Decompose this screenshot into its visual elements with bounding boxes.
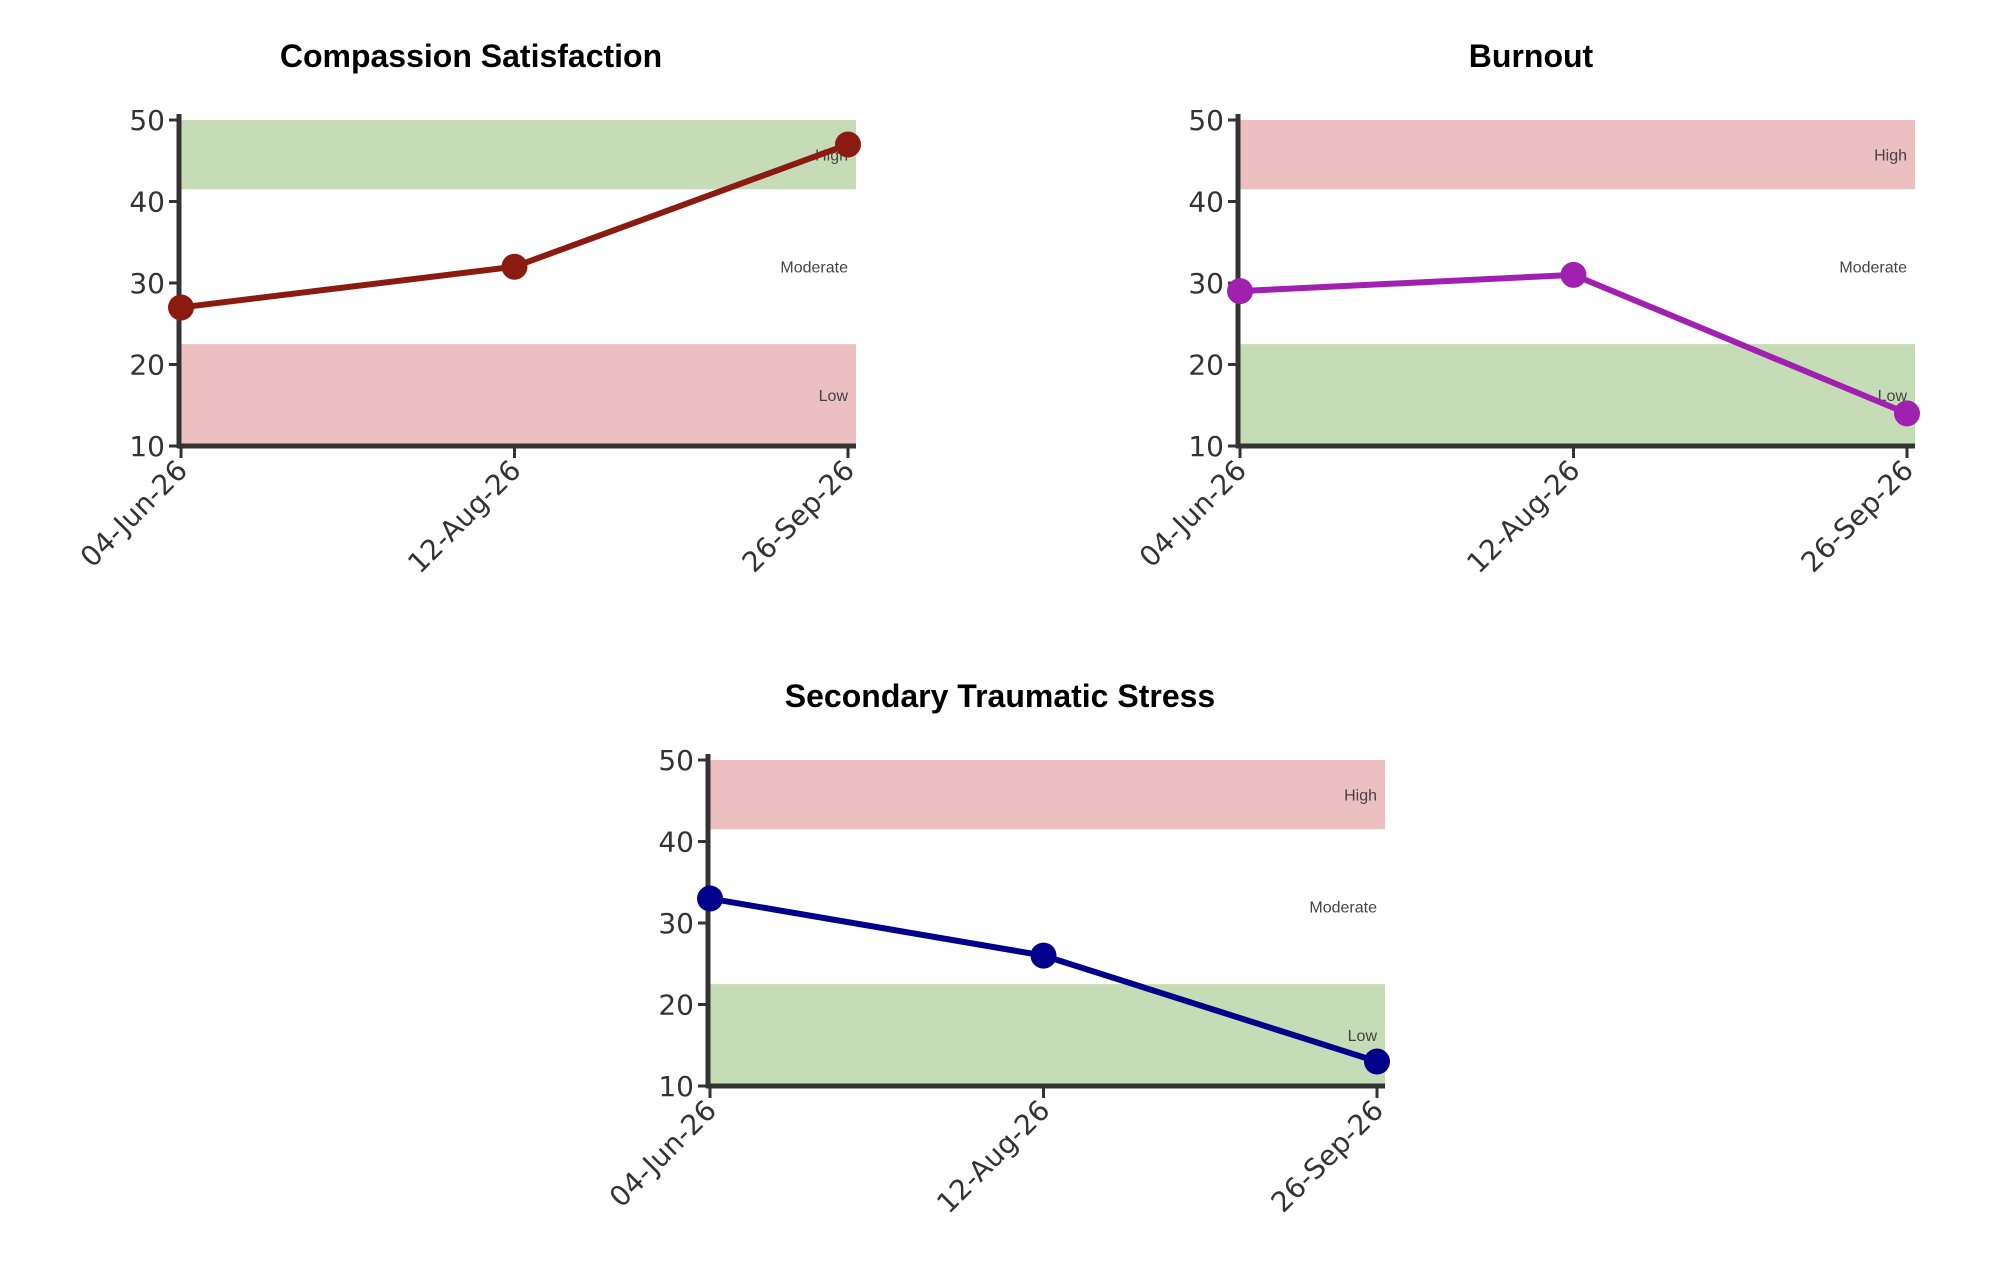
- data-point: [501, 253, 528, 280]
- band-label-low: Low: [1348, 1028, 1378, 1045]
- data-point: [1560, 261, 1587, 288]
- y-tick-label: 50: [129, 104, 165, 137]
- band-label-low: Low: [819, 388, 849, 405]
- y-tick-label: 30: [1188, 267, 1224, 300]
- band-label-moderate: Moderate: [780, 260, 848, 277]
- band-label-high: High: [1874, 148, 1907, 165]
- band-high: [1240, 120, 1915, 190]
- y-tick-label: 30: [129, 267, 165, 300]
- y-tick-label: 40: [658, 826, 694, 859]
- band-label-moderate: Moderate: [1839, 260, 1907, 277]
- band-label-low: Low: [1878, 388, 1908, 405]
- band-low: [710, 984, 1385, 1086]
- y-tick-label: 30: [658, 907, 694, 940]
- band-label-moderate: Moderate: [1309, 900, 1377, 917]
- x-tick-label: 04-Jun-26: [603, 1094, 723, 1214]
- chart-title: Secondary Traumatic Stress: [785, 678, 1215, 714]
- band-label-high: High: [1344, 788, 1377, 805]
- x-tick-label: 26-Sep-26: [1265, 1094, 1390, 1219]
- chart-compassion-satisfaction: Compassion Satisfaction HighModerateLow1…: [74, 38, 861, 580]
- x-tick-label: 12-Aug-26: [930, 1094, 1056, 1220]
- band-low: [181, 344, 856, 446]
- chart-title: Burnout: [1469, 38, 1594, 74]
- y-tick-label: 40: [1188, 186, 1224, 219]
- y-tick-label: 40: [129, 186, 165, 219]
- chart-secondary-traumatic-stress: Secondary Traumatic Stress High Moderate L…: [603, 678, 1390, 1220]
- data-point: [835, 131, 861, 158]
- y-tick-label: 20: [1188, 349, 1224, 382]
- y-tick-label: 10: [1188, 430, 1224, 463]
- band-high: [181, 120, 856, 190]
- y-tick-label: 50: [1188, 104, 1224, 137]
- data-point: [1364, 1048, 1390, 1075]
- x-tick-label: 12-Aug-26: [401, 454, 527, 580]
- y-tick-label: 20: [658, 989, 694, 1022]
- band-low: [1240, 344, 1915, 446]
- y-tick-label: 50: [658, 744, 694, 777]
- x-tick-label: 04-Jun-26: [1133, 454, 1253, 574]
- data-point: [697, 885, 723, 912]
- x-tick-label: 04-Jun-26: [74, 454, 194, 574]
- y-tick-label: 20: [129, 349, 165, 382]
- x-tick-label: 26-Sep-26: [1795, 454, 1920, 579]
- data-point: [1030, 942, 1057, 969]
- x-tick-label: 26-Sep-26: [736, 454, 861, 579]
- chart-title: Compassion Satisfaction: [280, 38, 662, 74]
- chart-burnout: Burnout High Moderate Low 10 20 30 40 50 04-Jun-…: [1133, 38, 1920, 580]
- x-tick-label: 12-Aug-26: [1460, 454, 1586, 580]
- data-point: [1894, 400, 1920, 427]
- y-tick-label: 10: [129, 430, 165, 463]
- data-point: [168, 294, 194, 321]
- y-tick-label: 10: [658, 1070, 694, 1103]
- data-point: [1227, 278, 1253, 305]
- band-high: [710, 760, 1385, 830]
